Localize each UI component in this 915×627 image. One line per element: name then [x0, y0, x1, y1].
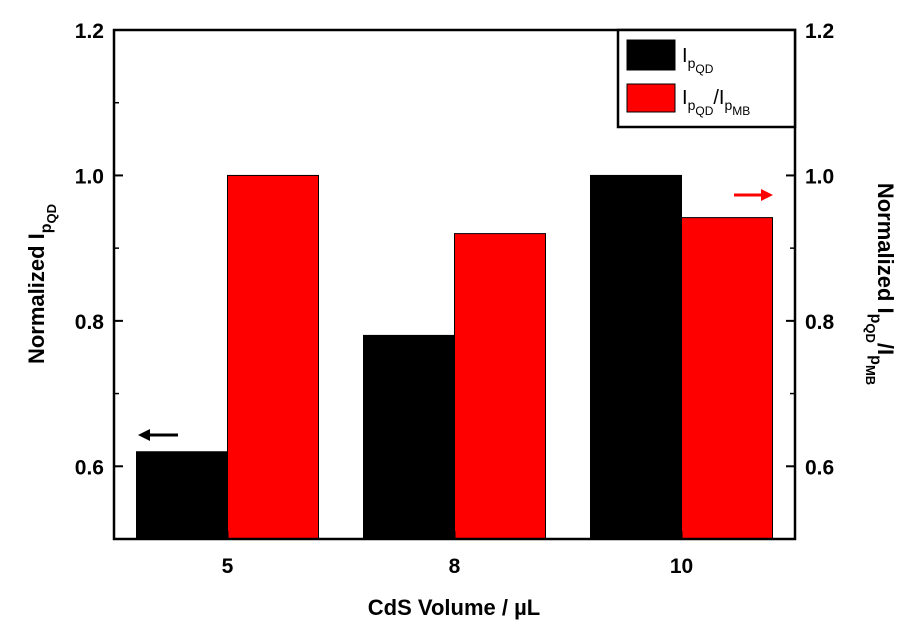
x-tick-label: 10: [670, 555, 693, 578]
right-axis-arrow-icon: [734, 189, 773, 201]
bar-ratio-8: [454, 233, 546, 540]
legend-label-ipqd: IpQD: [682, 45, 714, 76]
legend-label-ratio: IpQD/IpMB: [682, 87, 750, 118]
plot-frame: [112, 28, 797, 541]
right-ticks-label: 1.2: [805, 20, 834, 43]
right-ticks-label: 0.8: [805, 311, 835, 334]
bar-ipqd-10: [590, 174, 682, 540]
x-tick-label: 8: [449, 555, 461, 578]
legend-swatch-ratio: [626, 83, 676, 113]
legend-swatch-ipqd: [626, 39, 676, 71]
bars-layer: [136, 174, 773, 540]
right-ticks-label: 1.0: [805, 165, 834, 188]
left-ticks-label: 1.0: [75, 165, 104, 188]
left-ticks-label: 0.6: [75, 456, 104, 479]
left-ticks-label: 1.2: [75, 20, 104, 43]
bar-ratio-5: [227, 174, 319, 540]
svg-text:Normalized IpQD: Normalized IpQD: [24, 204, 59, 364]
x-axis-ticks: 5 8 10: [222, 531, 693, 578]
x-tick-label: 5: [222, 555, 234, 578]
left-axis-arrow-icon: [138, 429, 178, 441]
bar-ratio-10: [681, 217, 773, 540]
left-ticks-label: 0.8: [75, 311, 105, 334]
right-axis-title: Normalized IpQD/IpMB: [863, 183, 898, 385]
bar-ipqd-5: [136, 451, 228, 540]
svg-text:Normalized IpQD/IpMB: Normalized IpQD/IpMB: [863, 183, 898, 385]
left-axis-ticks: 0.6 0.8 1.0 1.2: [75, 20, 123, 540]
left-axis-title: Normalized IpQD: [24, 204, 59, 364]
right-ticks-label: 0.6: [805, 456, 834, 479]
bar-ipqd-8: [363, 334, 455, 540]
x-axis-title: CdS Volume / µL: [368, 595, 540, 620]
legend: IpQD IpQD/IpMB: [616, 28, 797, 129]
